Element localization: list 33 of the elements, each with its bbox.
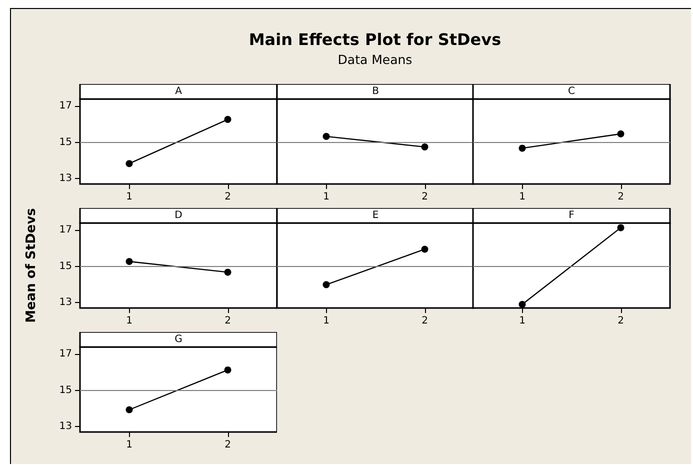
x-tick-label: 2 [224,316,231,326]
x-tick-label: 1 [323,192,330,202]
x-tick-label: 2 [224,440,231,450]
x-tick-label: 1 [323,316,330,326]
text: C [568,86,576,97]
text: E [372,210,379,221]
x-tick-label: 2 [618,316,624,326]
x-tick-label: 1 [126,316,132,326]
x-tick-label: 1 [126,440,132,450]
x-tick-label: 1 [519,316,526,326]
y-tick-label: 15 [59,384,72,396]
y-tick-label: 17 [59,100,72,112]
text: A [175,86,182,97]
x-tick-label: 2 [422,316,428,326]
y-tick-label: 13 [59,421,72,432]
x-tick-label: 2 [224,192,231,202]
y-tick-label: 15 [59,260,72,272]
y-tick-label: 15 [59,136,72,148]
y-tick-label: 17 [59,224,72,236]
text: B [372,86,380,97]
y-tick-label: 13 [59,173,72,184]
chart-subtitle: Data Means [336,52,414,67]
chart-title: Main Effects Plot for StDevs [248,30,502,49]
y-tick-label: 17 [59,348,72,360]
y-axis-title: Mean of StDevs [24,208,39,323]
x-tick-label: 2 [422,192,428,202]
y-tick-label: 13 [59,297,72,308]
text: F [568,210,575,221]
x-tick-label: 1 [126,192,132,202]
x-tick-label: 1 [519,192,526,202]
text: D [174,210,183,221]
x-tick-label: 2 [618,192,624,202]
text: G [174,334,182,345]
